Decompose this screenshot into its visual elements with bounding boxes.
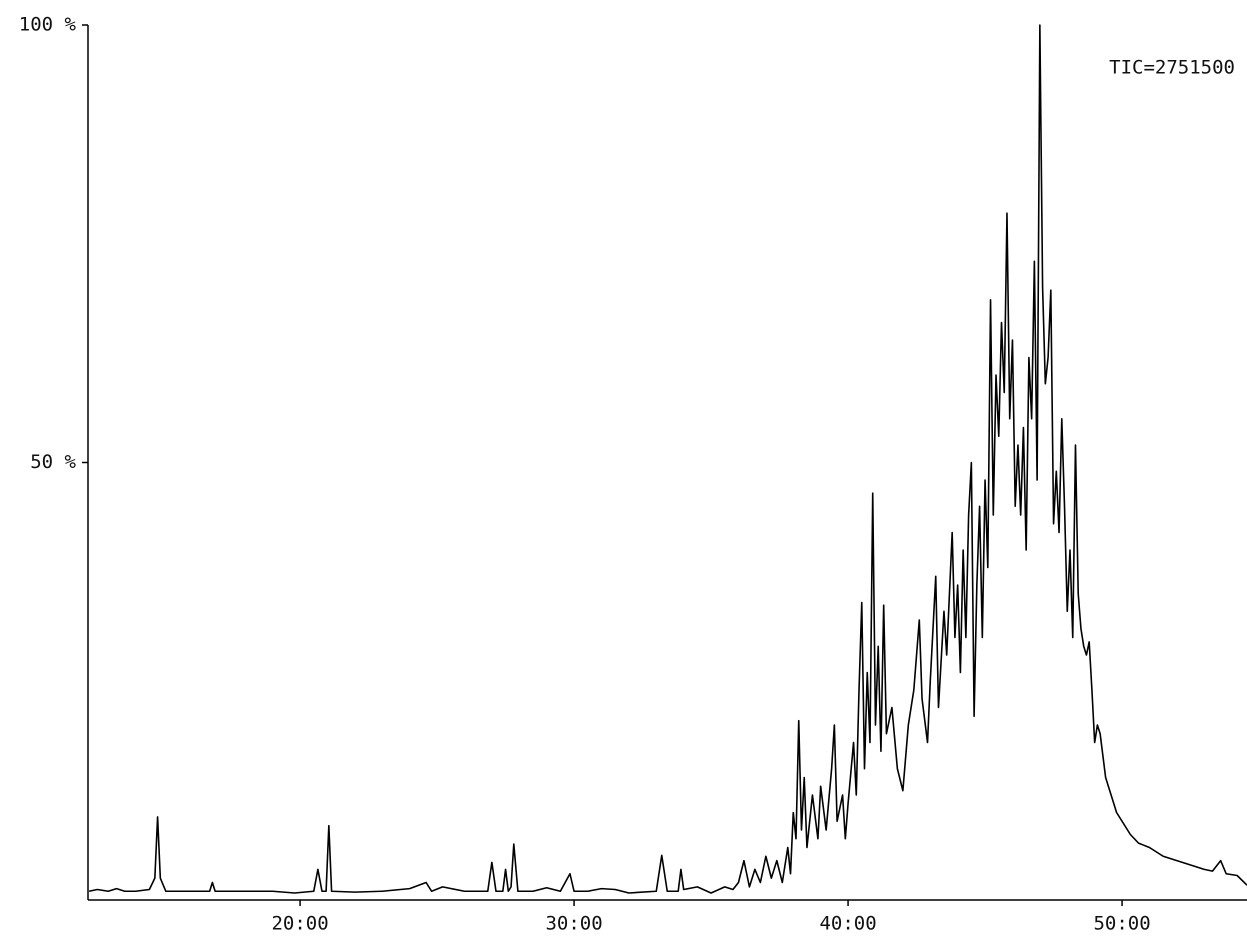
- x-tick-label: 50:00: [1093, 913, 1150, 935]
- annotation: TIC=2751500: [1109, 57, 1235, 79]
- x-tick-label: 40:00: [819, 913, 876, 935]
- y-tick-label: 100 %: [19, 14, 77, 36]
- y-tick-label: 50 %: [30, 451, 76, 473]
- x-tick-label: 30:00: [545, 913, 602, 935]
- trace-line: [88, 24, 1247, 894]
- x-tick-label: 20:00: [271, 913, 328, 935]
